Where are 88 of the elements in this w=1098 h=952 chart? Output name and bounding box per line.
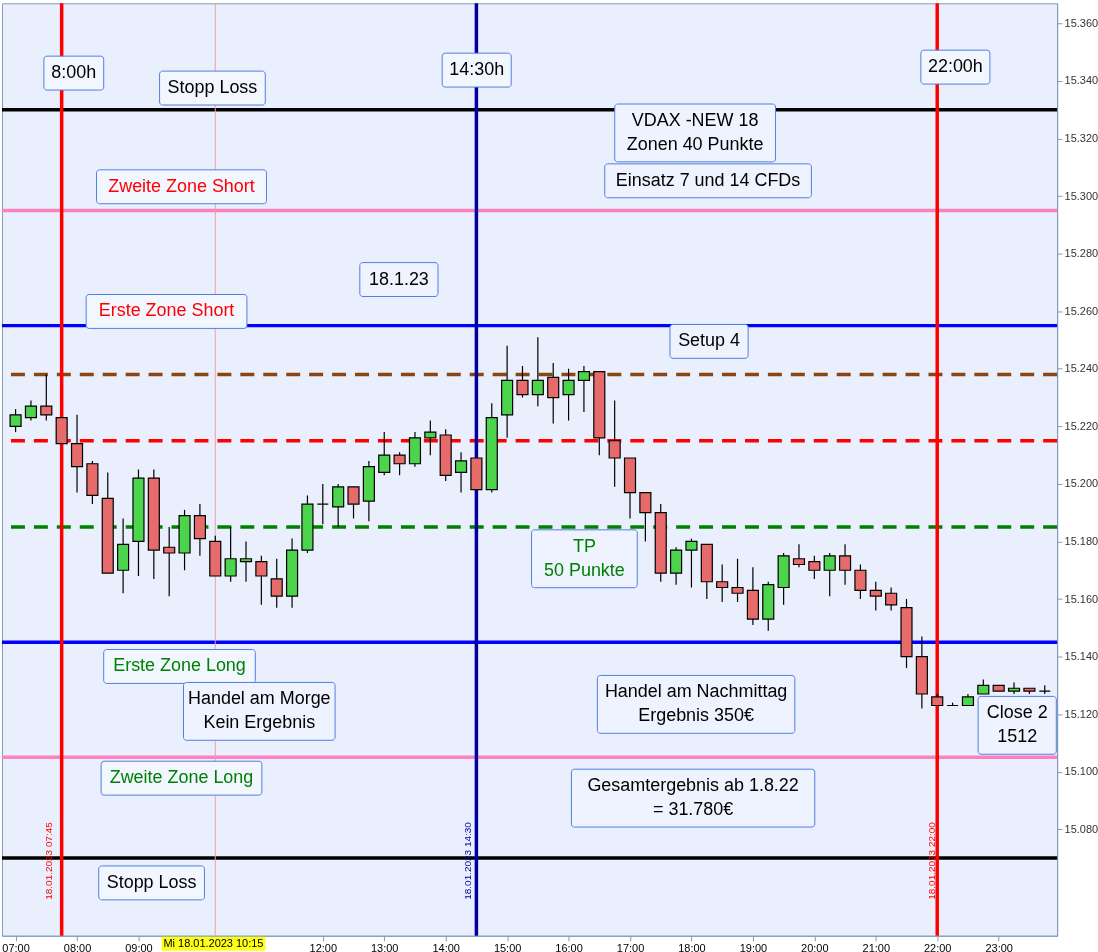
ref-line-label: Zweite Zone Long	[109, 767, 254, 788]
annotation: 18.01.2023 14:30	[461, 821, 473, 900]
candlestick	[792, 543, 806, 568]
ref-line-label: 14:30h	[449, 59, 505, 80]
x-tick-label: 19:00	[739, 942, 768, 952]
candlestick	[854, 563, 867, 600]
candlestick	[577, 365, 591, 413]
candlestick	[224, 526, 237, 583]
annotation: Setup 4	[678, 330, 740, 351]
candlestick	[424, 420, 437, 456]
x-tick-label: 21:00	[862, 942, 891, 952]
y-tick-label: 15.280	[1064, 247, 1098, 260]
candlestick	[393, 451, 406, 476]
candlestick	[547, 362, 560, 425]
x-tick-label: 20:00	[801, 942, 829, 952]
y-tick-label: 15.100	[1064, 765, 1098, 778]
ref-line-label: 22:00h	[927, 56, 983, 77]
x-tick-label: 23:00	[985, 942, 1013, 952]
x-tick-label: 08:00	[63, 942, 92, 952]
ref-line-label: Stopp Loss	[106, 871, 197, 892]
candlestick	[731, 558, 744, 603]
candlestick	[670, 546, 683, 586]
annotation: Gesamtergebnis ab 1.8.22 = 31.780€	[587, 775, 799, 820]
ref-line-label: Zweite Zone Short	[108, 175, 255, 196]
x-tick-label: 22:00	[924, 942, 952, 952]
y-tick-label: 15.160	[1064, 592, 1098, 605]
candlestick	[531, 336, 544, 407]
annotation: Handel am Nachmittag Ergebnis 350€	[604, 681, 788, 726]
candlestick	[1007, 681, 1021, 695]
x-tick-label: 14:00	[432, 942, 460, 952]
annotation: Close 2 1512	[986, 702, 1048, 747]
candlestick	[639, 491, 652, 543]
annotation: 18.01.2023 07:45	[42, 821, 54, 900]
candlestick	[316, 483, 329, 525]
candlestick	[562, 368, 575, 422]
candlestick	[347, 486, 360, 520]
y-tick-label: 15.340	[1064, 74, 1098, 87]
candlestick	[332, 483, 345, 528]
candlestick	[685, 537, 698, 589]
candlestick	[255, 555, 268, 606]
candlestick	[838, 543, 852, 586]
x-tick-label: 16:00	[555, 942, 583, 952]
x-tick-label: 18:00	[678, 942, 706, 952]
y-tick-label: 15.180	[1064, 534, 1098, 547]
y-tick-label: 15.120	[1064, 707, 1098, 720]
candlestick	[239, 540, 253, 583]
candlestick	[869, 581, 882, 612]
candlestick	[24, 399, 38, 422]
y-tick-label: 15.360	[1064, 16, 1098, 29]
candlestick	[808, 555, 821, 580]
x-tick-label: 07:00	[2, 942, 30, 952]
ref-line-label: 8:00h	[51, 62, 97, 83]
ref-line-label: Mi 18.01.2023 10:15	[163, 936, 264, 949]
ref-line-label: Stopp Loss	[167, 77, 258, 98]
x-tick-label: 13:00	[371, 942, 399, 952]
candlestick	[163, 526, 176, 597]
candlestick	[378, 431, 391, 476]
annotation: TP 50 Punkte	[544, 535, 625, 580]
candlestick	[270, 558, 283, 609]
annotation: Handel am Morge Kein Ergebnis	[188, 688, 331, 733]
candlestick	[716, 563, 729, 603]
y-tick-label: 15.140	[1064, 650, 1098, 663]
y-tick-label: 15.260	[1064, 304, 1098, 317]
y-tick-label: 15.240	[1064, 362, 1098, 375]
y-tick-label: 15.080	[1064, 822, 1098, 835]
ref-line-label: Erste Zone Short	[98, 300, 235, 321]
candlestick	[70, 414, 84, 494]
y-tick-label: 15.200	[1064, 477, 1098, 490]
annotation: 18.1.23	[368, 268, 429, 289]
candlestick	[454, 451, 468, 494]
x-tick-label: 12:00	[309, 942, 338, 952]
candlestick	[608, 399, 621, 488]
y-tick-label: 15.320	[1064, 132, 1098, 145]
y-tick-label: 15.220	[1064, 419, 1098, 432]
annotation: 18.01.2023 22:00	[926, 821, 938, 900]
candlestick	[823, 552, 836, 597]
annotation: VDAX -NEW 18 Zonen 40 Punkte	[626, 109, 764, 154]
x-tick-label: 09:00	[125, 942, 153, 952]
annotation: Einsatz 7 und 14 CFDs	[615, 169, 801, 190]
candlestick	[193, 503, 206, 557]
ref-line-label: Erste Zone Long	[113, 655, 246, 676]
x-tick-label: 15:00	[493, 942, 522, 952]
y-tick-label: 15.300	[1064, 189, 1098, 202]
candlestick	[9, 408, 22, 433]
x-tick-label: 17:00	[616, 942, 645, 952]
candlestick	[40, 373, 53, 422]
candlestick	[516, 365, 529, 399]
candlestick	[885, 586, 898, 612]
